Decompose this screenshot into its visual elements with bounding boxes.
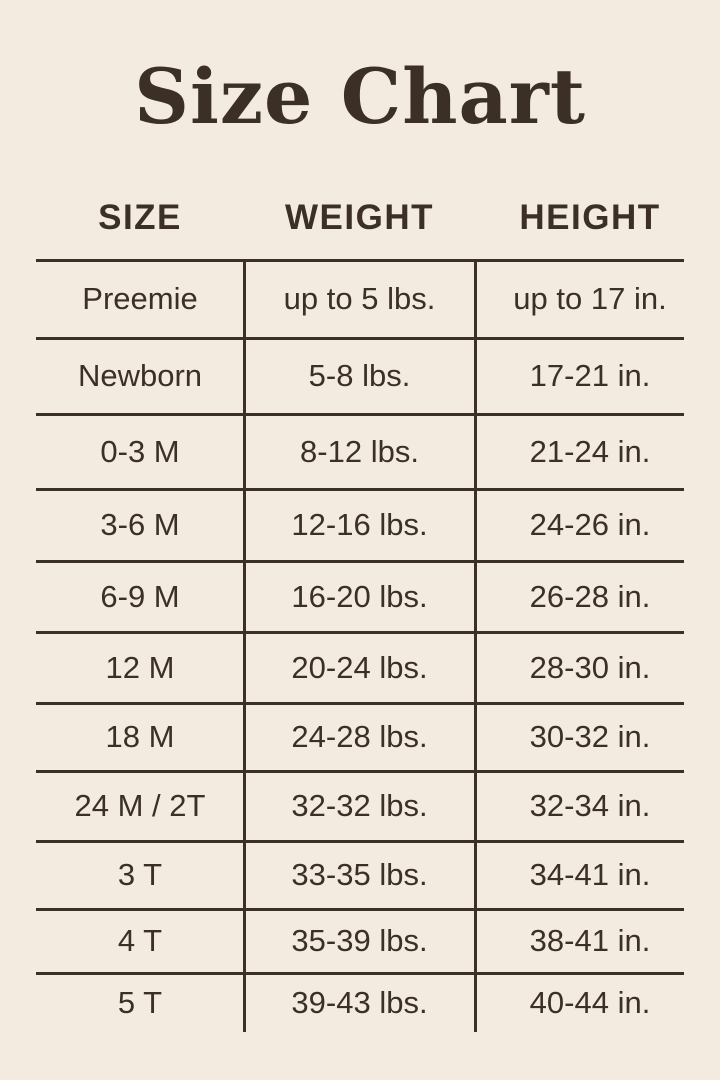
cell-size: 12 M <box>105 649 175 685</box>
row-divider <box>36 840 684 843</box>
cell-weight: 8-12 lbs. <box>300 433 419 469</box>
column-header-weight: WEIGHT <box>285 198 434 237</box>
cell-height: 28-30 in. <box>529 649 651 685</box>
row-divider <box>36 702 684 705</box>
cell-weight: 39-43 lbs. <box>291 985 428 1020</box>
cell-height: 26-28 in. <box>529 578 651 614</box>
row-divider <box>36 337 684 340</box>
cell-weight: 20-24 lbs. <box>291 649 428 685</box>
cell-height: 34-41 in. <box>529 857 651 892</box>
cell-size: Preemie <box>82 281 198 316</box>
row-divider <box>36 560 684 563</box>
cell-weight: 32-32 lbs. <box>291 788 428 823</box>
row-divider <box>36 908 684 911</box>
cell-weight: up to 5 lbs. <box>283 281 436 316</box>
cell-height: 32-34 in. <box>529 788 651 823</box>
cell-weight: 12-16 lbs. <box>291 507 428 542</box>
column-divider <box>474 260 477 1032</box>
cell-height: 24-26 in. <box>529 507 651 542</box>
column-divider <box>243 260 246 1032</box>
cell-size: 5 T <box>117 985 163 1020</box>
cell-size: 3-6 M <box>100 507 180 542</box>
cell-size: 0-3 M <box>100 433 180 469</box>
page-title: Size Chart <box>134 52 586 141</box>
column-header-size: SIZE <box>98 198 182 237</box>
row-divider <box>36 770 684 773</box>
cell-size: 6-9 M <box>100 578 180 614</box>
cell-size: 18 M <box>105 719 175 754</box>
cell-height: 21-24 in. <box>529 433 651 469</box>
cell-weight: 16-20 lbs. <box>291 578 428 614</box>
cell-size: 3 T <box>117 857 163 892</box>
cell-weight: 35-39 lbs. <box>291 923 428 958</box>
cell-size: 24 M / 2T <box>74 788 206 823</box>
cell-size: Newborn <box>77 358 203 393</box>
cell-weight: 24-28 lbs. <box>291 719 428 754</box>
cell-height: 30-32 in. <box>529 719 651 754</box>
cell-size: 4 T <box>117 923 163 958</box>
row-divider <box>36 488 684 491</box>
cell-height: up to 17 in. <box>513 281 667 316</box>
row-divider <box>36 413 684 416</box>
cell-weight: 33-35 lbs. <box>291 857 428 892</box>
cell-height: 40-44 in. <box>529 985 651 1020</box>
cell-height: 17-21 in. <box>529 358 651 393</box>
cell-height: 38-41 in. <box>529 923 651 958</box>
cell-weight: 5-8 lbs. <box>308 358 411 393</box>
row-divider <box>36 972 684 975</box>
column-header-height: HEIGHT <box>519 198 661 237</box>
row-divider <box>36 631 684 634</box>
row-divider <box>36 259 684 262</box>
